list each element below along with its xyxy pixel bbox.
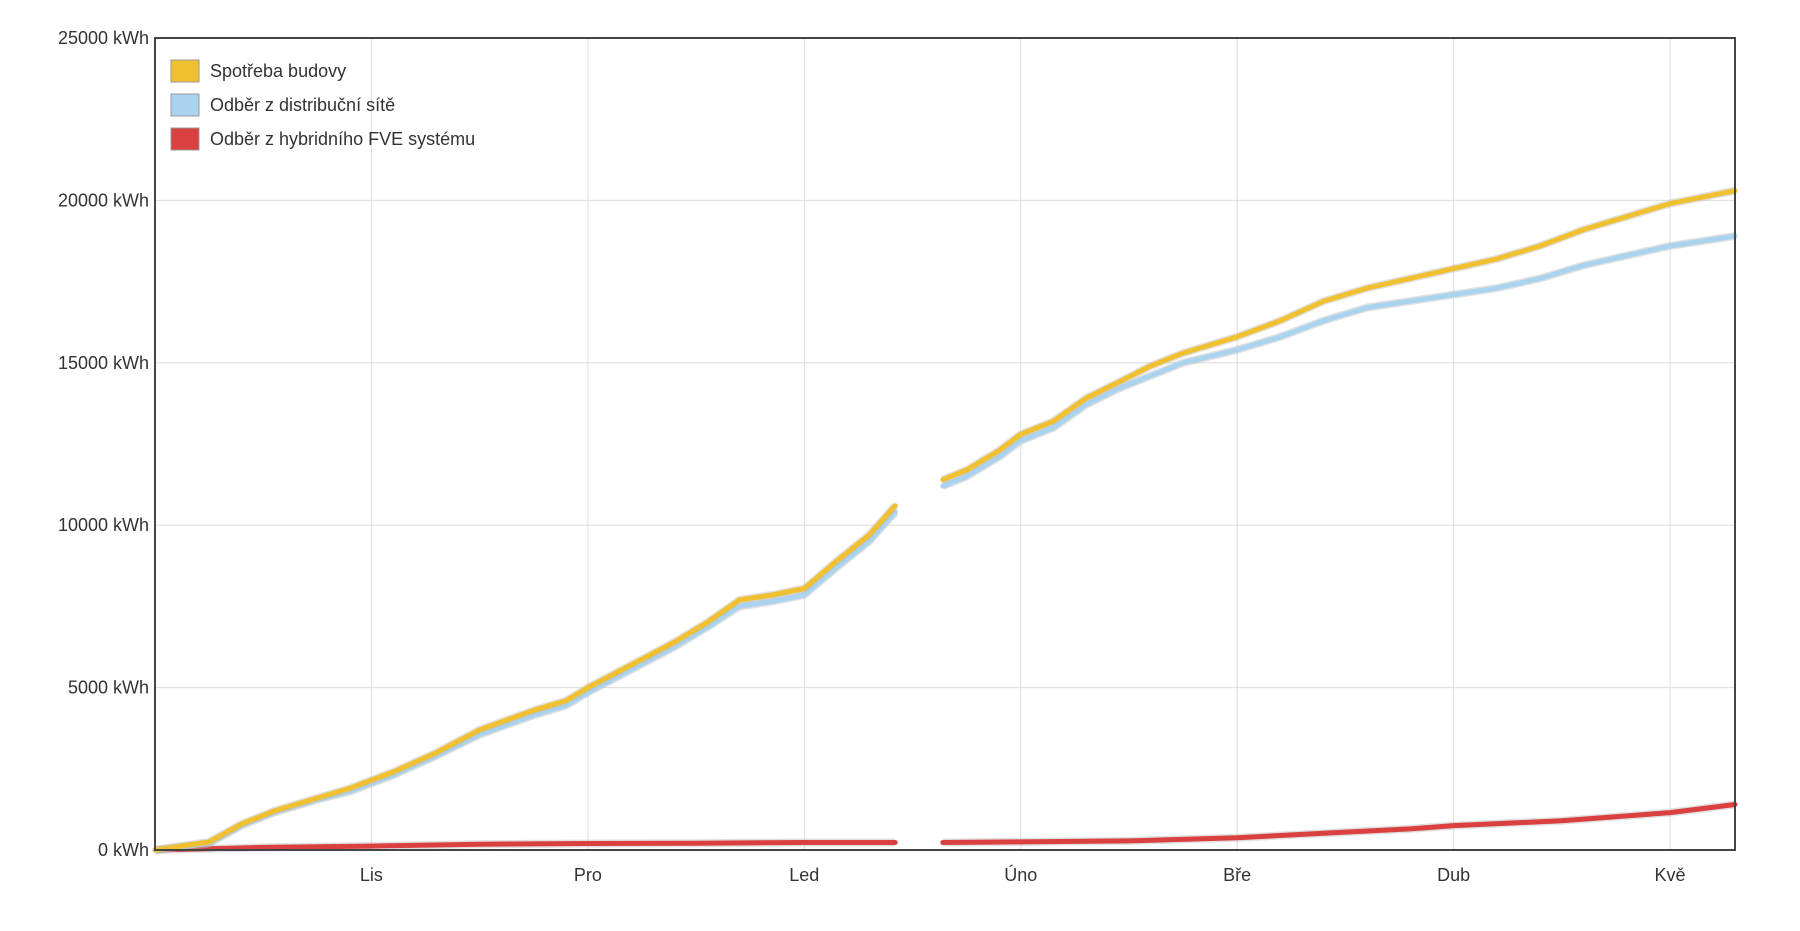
y-tick-label: 5000 kWh (68, 678, 149, 698)
y-axis-ticks: 0 kWh 5000 kWh 10000 kWh 15000 kWh 20000 kWh… (58, 28, 149, 860)
x-tick-label: Led (789, 865, 819, 885)
legend-swatch (170, 127, 200, 151)
y-tick-label: 25000 kWh (58, 28, 149, 48)
x-axis-ticks: Lis Pro Led Úno Bře Dub Kvě (360, 864, 1686, 885)
x-tick-label: Úno (1004, 864, 1037, 885)
legend-swatch (170, 59, 200, 83)
y-tick-label: 10000 kWh (58, 515, 149, 535)
grid-lines (155, 38, 1735, 850)
x-tick-label: Bře (1223, 865, 1251, 885)
series-lines (152, 186, 1738, 854)
legend: Spotřeba budovy Odběr z distribuční sítě O… (170, 59, 475, 151)
x-tick-label: Pro (574, 865, 602, 885)
legend-swatch (170, 93, 200, 117)
x-tick-label: Lis (360, 865, 383, 885)
plot-background (155, 38, 1735, 850)
series-line (152, 802, 1738, 853)
x-tick-label: Dub (1437, 865, 1470, 885)
legend-label: Odběr z hybridního FVE systému (210, 129, 475, 149)
x-tick-label: Kvě (1655, 865, 1686, 885)
legend-label: Odběr z distribuční sítě (210, 95, 395, 115)
series-line (152, 188, 1738, 853)
plot-frame (154, 37, 1736, 851)
legend-label: Spotřeba budovy (210, 61, 346, 81)
y-tick-label: 20000 kWh (58, 190, 149, 210)
y-tick-label: 0 kWh (98, 840, 149, 860)
y-tick-label: 15000 kWh (58, 353, 149, 373)
